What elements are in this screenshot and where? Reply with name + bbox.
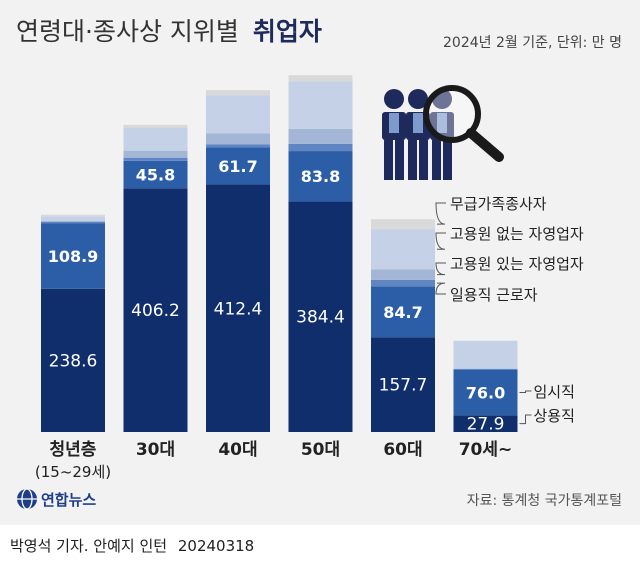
bar-segment bbox=[123, 188, 188, 432]
x-tick-label: (15~29세) bbox=[35, 463, 111, 481]
bar-area: 238.6 108.9 406.2 45.8 412.4 61.7 384.4 83.8 157… bbox=[41, 75, 518, 435]
bar-value-label: 238.6 bbox=[49, 351, 98, 371]
x-tick-label: 40대 bbox=[218, 440, 257, 460]
bar-value-label: 412.4 bbox=[214, 299, 263, 319]
bar-segment bbox=[41, 223, 105, 289]
bar-value-label: 406.2 bbox=[131, 301, 180, 321]
credit-line: 박영석 기자. 안예지 인턴 20240318 bbox=[10, 535, 254, 556]
unit-note: 2024년 2월 기준, 단위: 만 명 bbox=[443, 35, 622, 51]
x-axis-labels: 청년층 (15~29세) 30대 40대 50대 60대 70세~ bbox=[35, 439, 512, 481]
bar-segment bbox=[453, 415, 518, 432]
bar-segment bbox=[288, 128, 353, 144]
credit-date: 20240318 bbox=[177, 537, 255, 555]
bar-segment bbox=[371, 219, 435, 230]
bar-segment bbox=[206, 90, 270, 96]
legend-label: 고용원 없는 자영업자 bbox=[450, 225, 584, 243]
bar-segment bbox=[371, 337, 435, 432]
bar-segment bbox=[123, 127, 188, 151]
bar-segment bbox=[123, 150, 188, 158]
legend-label: 고용원 있는 자영업자 bbox=[450, 255, 584, 273]
bar-segment bbox=[123, 124, 188, 128]
bar-segment bbox=[206, 95, 270, 134]
legend-leader-line bbox=[519, 414, 532, 425]
credit-bar: 박영석 기자. 안예지 인턴 20240318 bbox=[0, 525, 640, 564]
bar-segment bbox=[206, 133, 270, 145]
bar-value-label: 27.9 bbox=[467, 415, 505, 435]
bar-segment bbox=[288, 151, 353, 202]
bar-value-label: 61.7 bbox=[218, 157, 257, 176]
chart-title-regular: 연령대·종사상 지위별 bbox=[16, 17, 239, 46]
bar-segment bbox=[206, 184, 270, 432]
chart-title: 연령대·종사상 지위별 취업자 bbox=[16, 17, 322, 46]
credit-byline: 박영석 기자. 안예지 인턴 bbox=[10, 537, 168, 555]
yonhap-logo: 연합뉴스 bbox=[17, 488, 96, 510]
bar-segment bbox=[41, 216, 105, 221]
bar-segment bbox=[206, 144, 270, 148]
chart-title-bold: 취업자 bbox=[253, 17, 322, 46]
bar-segment bbox=[453, 369, 518, 416]
legend-label: 일용직 근로자 bbox=[450, 286, 538, 304]
bar-value-label: 45.8 bbox=[136, 166, 175, 185]
bar-value-label: 157.7 bbox=[379, 376, 428, 396]
legend-leader-line bbox=[435, 262, 446, 276]
x-tick-label: 30대 bbox=[136, 440, 175, 460]
bar-segment bbox=[206, 147, 270, 185]
bar-segment bbox=[453, 340, 518, 369]
bar-value-label: 83.8 bbox=[301, 167, 340, 186]
bar-segment bbox=[123, 157, 188, 161]
bar-segment bbox=[288, 81, 353, 129]
magnifier-glass bbox=[423, 85, 504, 162]
bar-segment bbox=[288, 75, 353, 82]
bar-segment bbox=[123, 160, 188, 189]
yonhap-logo-text: 연합뉴스 bbox=[41, 491, 96, 509]
source-note: 자료: 통계청 국가통계포털 bbox=[467, 493, 622, 509]
x-tick-label: 50대 bbox=[301, 440, 340, 460]
bar-segment bbox=[41, 214, 105, 217]
legend-leader-line bbox=[435, 232, 446, 250]
legend-label: 임시직 bbox=[534, 383, 575, 401]
x-tick-label: 60대 bbox=[383, 440, 422, 460]
bar-value-label: 76.0 bbox=[466, 383, 505, 402]
legend-label: 상용직 bbox=[534, 407, 575, 425]
bar-segment bbox=[41, 288, 105, 432]
bar-segment bbox=[288, 201, 353, 432]
workers-magnifier-icon bbox=[382, 85, 504, 180]
bar-value-label: 108.9 bbox=[48, 247, 99, 266]
x-tick-label: 70세~ bbox=[459, 440, 513, 460]
bar-segment bbox=[288, 143, 353, 152]
bar-segment bbox=[371, 286, 435, 338]
legend-leader-line bbox=[435, 202, 446, 225]
bar-value-label: 384.4 bbox=[296, 308, 345, 328]
bar-segment bbox=[41, 222, 105, 224]
legend-label: 무급가족종사자 bbox=[450, 195, 547, 213]
chart: 연령대·종사상 지위별 취업자 2024년 2월 기준, 단위: 만 명 238… bbox=[16, 17, 622, 510]
infographic-card: 연령대·종사상 지위별 취업자 2024년 2월 기준, 단위: 만 명 238… bbox=[0, 0, 640, 525]
bar-value-label: 84.7 bbox=[383, 303, 422, 322]
legend-leader-line bbox=[435, 282, 446, 295]
legend-leader-line bbox=[519, 390, 532, 393]
yonhap-globe-icon bbox=[17, 488, 37, 510]
worker-figure-left bbox=[382, 89, 406, 180]
bar-segment bbox=[371, 279, 435, 287]
bar-segment bbox=[371, 269, 435, 280]
bar-segment bbox=[41, 220, 105, 222]
bar-segment bbox=[371, 229, 435, 270]
x-tick-label: 청년층 bbox=[50, 439, 97, 460]
bar-segment bbox=[453, 368, 518, 370]
